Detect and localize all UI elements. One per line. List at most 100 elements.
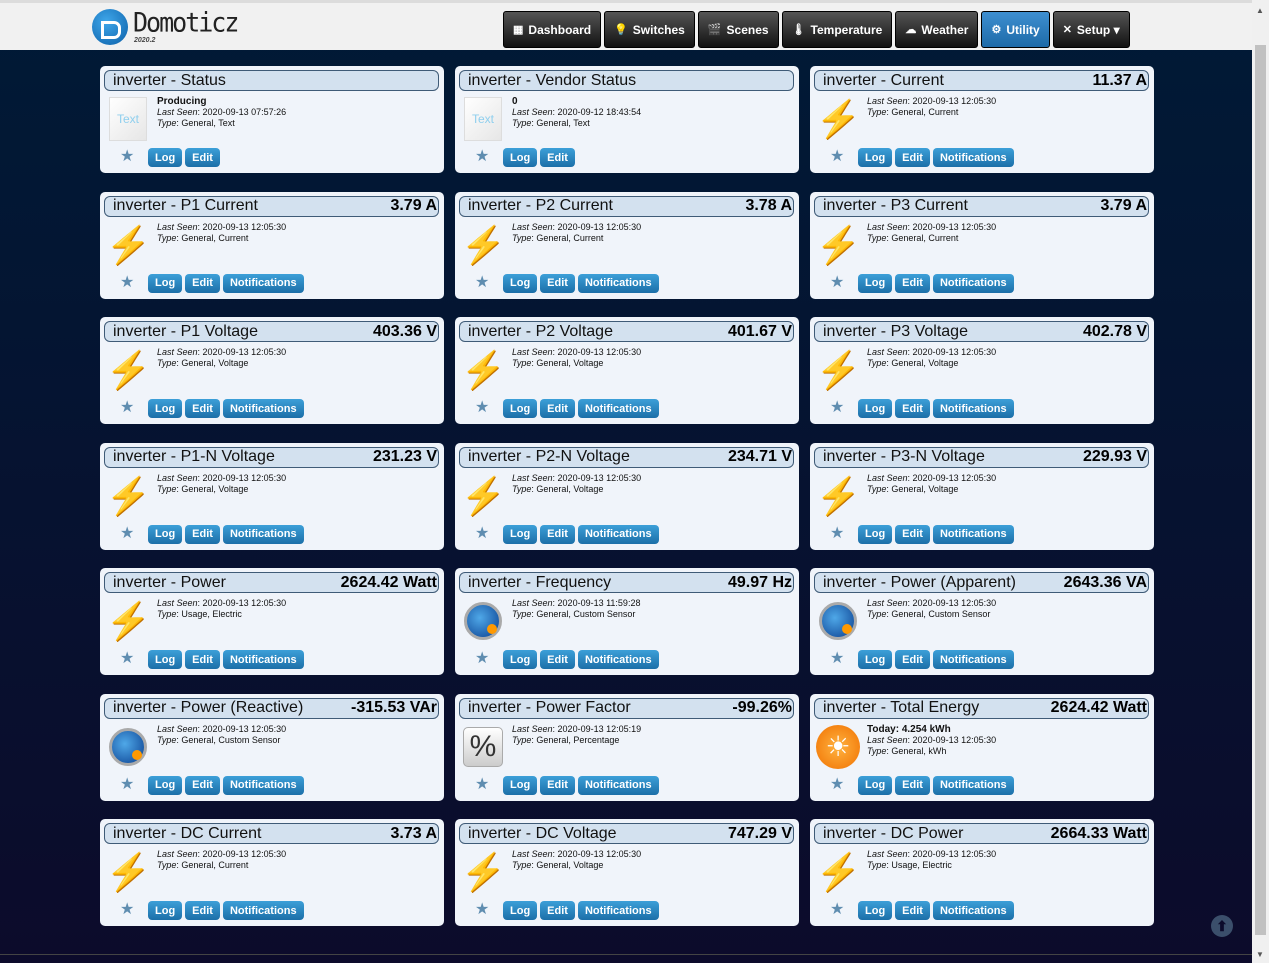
log-button[interactable]: Log <box>858 901 893 920</box>
device-icon-wrap[interactable]: Text <box>106 96 150 142</box>
log-button[interactable]: Log <box>148 399 183 418</box>
log-button[interactable]: Log <box>148 148 183 167</box>
log-button[interactable]: Log <box>148 775 183 795</box>
scrollbar-thumb[interactable] <box>1255 45 1266 935</box>
nav-dashboard[interactable]: ▦ Dashboard <box>503 11 602 48</box>
domoticz-logo[interactable] <box>92 9 128 45</box>
device-icon-wrap[interactable]: ⚡ <box>816 473 861 519</box>
notifications-button[interactable]: Notifications <box>222 399 304 418</box>
favorite-star-icon[interactable]: ★ <box>475 901 490 918</box>
device-icon-wrap[interactable]: Text <box>461 96 505 142</box>
device-icon-wrap[interactable]: ⚡ <box>106 473 151 519</box>
device-icon-wrap[interactable]: ⚡ <box>461 347 506 393</box>
favorite-star-icon[interactable]: ★ <box>120 399 135 416</box>
log-button[interactable]: Log <box>503 399 538 418</box>
favorite-star-icon[interactable]: ★ <box>120 148 135 165</box>
edit-button[interactable]: Edit <box>895 273 930 293</box>
device-icon-wrap[interactable]: ⚡ <box>106 849 151 895</box>
device-icon-wrap[interactable]: ⚡ <box>816 222 861 268</box>
device-icon-wrap[interactable]: % <box>461 724 505 770</box>
notifications-button[interactable]: Notifications <box>577 273 659 293</box>
log-button[interactable]: Log <box>148 650 183 669</box>
log-button[interactable]: Log <box>858 148 893 167</box>
log-button[interactable]: Log <box>503 524 538 544</box>
favorite-star-icon[interactable]: ★ <box>120 524 135 542</box>
log-button[interactable]: Log <box>858 273 893 293</box>
edit-button[interactable]: Edit <box>540 901 575 920</box>
device-icon-wrap[interactable]: ⚡ <box>816 849 861 895</box>
notifications-button[interactable]: Notifications <box>222 901 304 920</box>
device-icon-wrap[interactable]: ⚡ <box>461 222 506 268</box>
favorite-star-icon[interactable]: ★ <box>830 273 845 291</box>
favorite-star-icon[interactable]: ★ <box>120 273 135 291</box>
edit-button[interactable]: Edit <box>185 650 220 669</box>
log-button[interactable]: Log <box>148 524 183 544</box>
favorite-star-icon[interactable]: ★ <box>120 901 135 918</box>
device-icon-wrap[interactable]: ⚡ <box>106 347 151 393</box>
edit-button[interactable]: Edit <box>895 901 930 920</box>
log-button[interactable]: Log <box>858 399 893 418</box>
edit-button[interactable]: Edit <box>895 148 930 167</box>
device-icon-wrap[interactable]: ☀ <box>816 724 860 770</box>
edit-button[interactable]: Edit <box>895 650 930 669</box>
log-button[interactable]: Log <box>503 148 538 167</box>
edit-button[interactable]: Edit <box>540 273 575 293</box>
edit-button[interactable]: Edit <box>895 524 930 544</box>
favorite-star-icon[interactable]: ★ <box>475 399 490 416</box>
favorite-star-icon[interactable]: ★ <box>830 524 845 542</box>
notifications-button[interactable]: Notifications <box>577 399 659 418</box>
device-icon-wrap[interactable] <box>106 724 150 770</box>
favorite-star-icon[interactable]: ★ <box>830 148 845 165</box>
edit-button[interactable]: Edit <box>185 273 220 293</box>
notifications-button[interactable]: Notifications <box>222 273 304 293</box>
notifications-button[interactable]: Notifications <box>932 148 1014 167</box>
device-icon-wrap[interactable]: ⚡ <box>106 222 151 268</box>
notifications-button[interactable]: Notifications <box>577 524 659 544</box>
favorite-star-icon[interactable]: ★ <box>830 650 845 667</box>
notifications-button[interactable]: Notifications <box>932 399 1014 418</box>
device-icon-wrap[interactable] <box>461 598 505 644</box>
favorite-star-icon[interactable]: ★ <box>830 901 845 918</box>
notifications-button[interactable]: Notifications <box>222 775 304 795</box>
edit-button[interactable]: Edit <box>540 650 575 669</box>
scroll-up-arrow[interactable]: ▲ <box>1256 6 1264 15</box>
favorite-star-icon[interactable]: ★ <box>475 148 490 165</box>
edit-button[interactable]: Edit <box>895 399 930 418</box>
nav-switches[interactable]: 💡 Switches <box>604 11 695 48</box>
device-icon-wrap[interactable]: ⚡ <box>816 96 861 142</box>
edit-button[interactable]: Edit <box>540 775 575 795</box>
edit-button[interactable]: Edit <box>540 148 575 167</box>
nav-setup[interactable]: ✕ Setup ▾ <box>1052 11 1130 48</box>
edit-button[interactable]: Edit <box>185 148 220 167</box>
log-button[interactable]: Log <box>503 901 538 920</box>
log-button[interactable]: Log <box>503 650 538 669</box>
scroll-top-button[interactable]: ⬆ <box>1211 915 1233 937</box>
favorite-star-icon[interactable]: ★ <box>475 524 490 542</box>
notifications-button[interactable]: Notifications <box>932 901 1014 920</box>
notifications-button[interactable]: Notifications <box>932 650 1014 669</box>
notifications-button[interactable]: Notifications <box>577 901 659 920</box>
notifications-button[interactable]: Notifications <box>932 273 1014 293</box>
device-icon-wrap[interactable]: ⚡ <box>816 347 861 393</box>
log-button[interactable]: Log <box>858 650 893 669</box>
notifications-button[interactable]: Notifications <box>932 524 1014 544</box>
device-icon-wrap[interactable] <box>816 598 860 644</box>
favorite-star-icon[interactable]: ★ <box>475 650 490 667</box>
notifications-button[interactable]: Notifications <box>577 650 659 669</box>
device-icon-wrap[interactable]: ⚡ <box>106 598 151 644</box>
log-button[interactable]: Log <box>148 273 183 293</box>
notifications-button[interactable]: Notifications <box>932 775 1014 795</box>
edit-button[interactable]: Edit <box>185 775 220 795</box>
log-button[interactable]: Log <box>858 524 893 544</box>
log-button[interactable]: Log <box>503 775 538 795</box>
notifications-button[interactable]: Notifications <box>222 524 304 544</box>
edit-button[interactable]: Edit <box>540 524 575 544</box>
edit-button[interactable]: Edit <box>185 524 220 544</box>
favorite-star-icon[interactable]: ★ <box>120 775 135 793</box>
log-button[interactable]: Log <box>858 775 893 795</box>
nav-temperature[interactable]: 🌡 Temperature <box>781 11 893 48</box>
device-icon-wrap[interactable]: ⚡ <box>461 849 506 895</box>
notifications-button[interactable]: Notifications <box>577 775 659 795</box>
edit-button[interactable]: Edit <box>540 399 575 418</box>
favorite-star-icon[interactable]: ★ <box>120 650 135 667</box>
